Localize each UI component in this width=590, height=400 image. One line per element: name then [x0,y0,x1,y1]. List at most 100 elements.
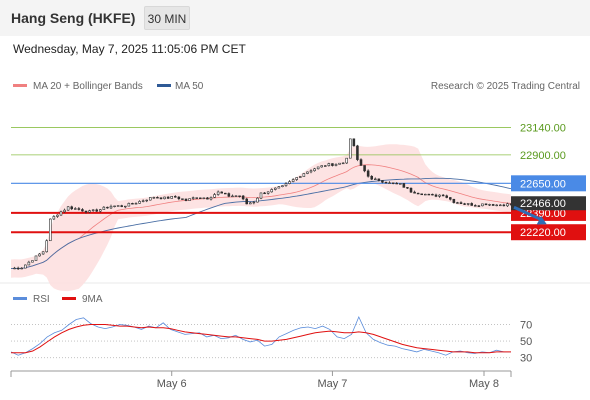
candle-body [388,182,391,184]
candle [199,197,202,199]
candle [434,193,438,198]
candle [145,199,148,203]
candle-body [102,206,106,210]
candle [341,162,345,165]
candle [374,177,377,181]
candle [474,204,477,207]
candle-body [16,267,20,270]
candle [84,210,88,214]
legend-ma20-label: MA 20 + Bollinger Bands [33,81,143,92]
candle [188,198,191,201]
candle-body [416,192,420,195]
candle-body [202,197,206,199]
candle [91,209,95,212]
candle-body [163,196,166,200]
candle-body [56,214,59,217]
candle [481,203,484,207]
candle [170,196,173,199]
last-price-tag [511,196,586,211]
candle [274,187,277,191]
candle [213,193,216,198]
candle [252,200,256,205]
candle [502,203,506,207]
candle [477,205,481,208]
candle-body [449,197,452,200]
candle-body [434,194,438,197]
candle-body [134,203,138,205]
candle [363,165,366,173]
candle-body [152,197,156,199]
candle [74,207,77,210]
candle-body [413,191,416,194]
instrument-title: Hang Seng (HKFE) [11,10,136,26]
legend-rsi-label: RSI [33,294,50,305]
candle [163,196,166,200]
candle [138,200,141,204]
candle-body [277,186,281,189]
candle-body [441,194,445,197]
candle [316,166,320,170]
candle [31,260,34,263]
candle-body [145,199,148,202]
candle-body [120,205,123,207]
forecast-arrow-shaft [513,205,544,222]
candle [288,180,291,185]
candle [309,169,313,174]
candle-body [195,197,198,199]
candle-body [409,187,413,193]
candle [488,203,491,206]
candle [395,182,398,185]
candle-body [399,183,402,185]
candle [302,173,306,177]
candle-body [95,209,98,212]
interval-button[interactable]: 30 MIN [144,6,190,30]
candle [24,264,27,269]
candle [127,202,131,207]
candle [356,144,359,162]
candle-body [20,267,23,270]
candle [156,196,159,199]
candle [16,266,20,270]
candle [181,198,184,200]
candle-body [141,200,145,202]
candle-body [113,205,116,208]
candle-body [263,192,266,195]
candle-body [345,157,348,164]
candle-body [116,205,120,207]
candle-body [131,203,134,205]
legend-ma50-swatch [157,84,171,87]
candle-body [249,202,252,205]
candle [124,205,127,209]
price-pane: 23140.00 22900.00 22650.00 22390.00 22220.00… [10,123,586,292]
candle [263,192,266,195]
candle [441,194,445,197]
forecast-arrow-head [536,215,547,225]
legend-9ma-swatch [62,297,76,300]
candle [238,195,241,198]
candle [220,191,223,194]
legend-ma50-label: MA 50 [175,81,204,92]
candle-body [466,203,470,205]
candle-body [499,204,502,207]
candle [95,208,98,212]
x-tick-label-May 6: May 6 [157,378,187,390]
candle-body [170,196,173,199]
candle-body [166,196,170,199]
candle [113,205,116,208]
candle-body [81,209,84,212]
candle [34,255,38,261]
candle-body [477,205,481,207]
level-label-22900.00: 22900.00 [520,150,566,162]
candle-body [456,202,459,204]
candle-body [316,166,320,170]
candle-body [420,193,423,196]
candle [234,195,238,197]
candle [491,203,495,206]
title-bar [0,0,590,36]
candle-body [13,267,16,270]
candle-body [424,193,427,196]
candle [270,188,273,193]
candle [424,193,427,196]
candle [259,192,263,200]
candle-body [70,206,73,210]
